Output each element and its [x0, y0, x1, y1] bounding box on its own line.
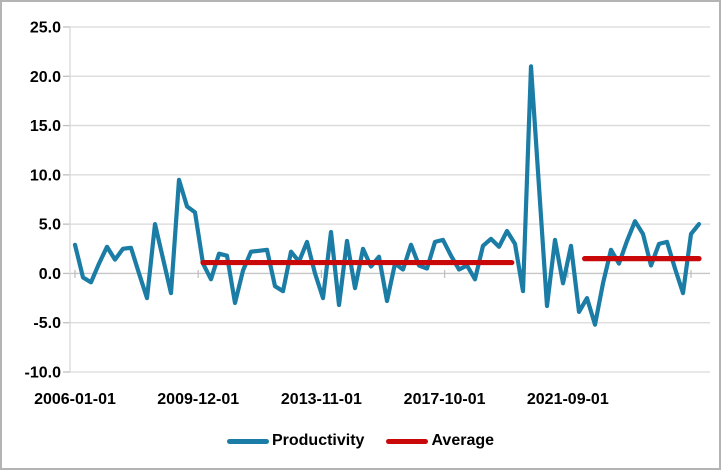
productivity-line-swatch — [226, 438, 269, 444]
y-tick-label: -10.0 — [25, 365, 62, 382]
y-tick-label: 25.0 — [30, 20, 61, 37]
x-tick-label: 2021-09-01 — [527, 391, 609, 408]
y-tick-label: 15.0 — [30, 118, 61, 135]
legend-item-average: Average — [386, 433, 494, 449]
legend: Productivity Average — [2, 429, 719, 453]
productivity-line — [72, 64, 702, 327]
y-tick-label: 20.0 — [30, 69, 61, 86]
y-tick-label: 10.0 — [30, 167, 61, 184]
x-tick-label: 2009-12-01 — [157, 391, 239, 408]
legend-label-productivity: Productivity — [271, 432, 365, 449]
legend-label-average: Average — [431, 432, 495, 449]
x-tick-label: 2013-11-01 — [281, 391, 362, 408]
average-line-swatch — [386, 438, 429, 444]
x-tick-label: 2006-01-01 — [34, 391, 116, 408]
y-tick-label: 0.0 — [39, 266, 61, 283]
legend-item-productivity: Productivity — [226, 432, 365, 449]
y-tick-label: 5.0 — [39, 217, 61, 234]
x-tick-label: 2017-10-01 — [404, 391, 486, 408]
y-tick-label: -5.0 — [33, 315, 61, 332]
